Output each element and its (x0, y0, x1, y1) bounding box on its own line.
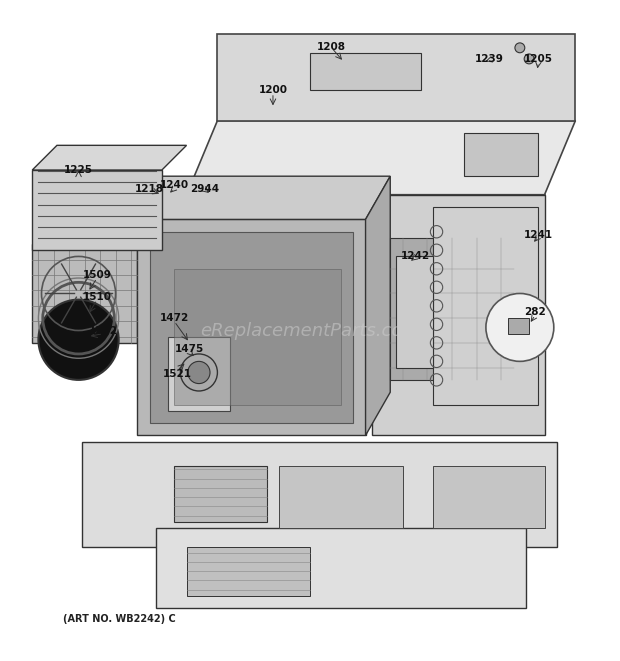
Polygon shape (156, 528, 526, 608)
Polygon shape (168, 336, 230, 410)
Polygon shape (32, 244, 137, 343)
Circle shape (188, 362, 210, 383)
Text: 1472: 1472 (159, 313, 189, 323)
Polygon shape (433, 207, 538, 405)
Text: eReplacementParts.com: eReplacementParts.com (200, 321, 420, 340)
Polygon shape (174, 269, 341, 405)
Polygon shape (32, 170, 162, 251)
Polygon shape (187, 547, 310, 596)
Text: 1512: 1512 (89, 325, 118, 336)
Circle shape (486, 293, 554, 362)
Polygon shape (433, 466, 544, 528)
Polygon shape (32, 145, 187, 170)
Text: 1205: 1205 (524, 54, 553, 64)
Text: 1200: 1200 (259, 85, 288, 95)
Polygon shape (149, 232, 353, 423)
Polygon shape (218, 34, 575, 121)
Circle shape (524, 54, 534, 64)
Circle shape (38, 299, 118, 380)
Text: 1510: 1510 (82, 292, 112, 301)
Polygon shape (366, 176, 390, 436)
Polygon shape (279, 466, 402, 528)
Polygon shape (372, 195, 544, 436)
Text: 282: 282 (525, 307, 546, 317)
Text: (ART NO. WB2242) C: (ART NO. WB2242) C (63, 613, 176, 624)
Polygon shape (187, 195, 372, 405)
Text: 1509: 1509 (82, 270, 112, 280)
Text: 1242: 1242 (401, 251, 430, 262)
Polygon shape (372, 195, 544, 405)
Text: 1208: 1208 (317, 42, 346, 52)
Text: 1240: 1240 (159, 180, 188, 190)
Text: 2944: 2944 (190, 184, 219, 194)
Polygon shape (464, 133, 538, 176)
Polygon shape (137, 219, 366, 436)
Text: 1225: 1225 (64, 165, 93, 175)
Polygon shape (137, 176, 390, 219)
Polygon shape (390, 238, 514, 380)
Polygon shape (187, 121, 575, 195)
Polygon shape (82, 442, 557, 547)
Circle shape (515, 43, 525, 53)
Text: 1475: 1475 (175, 344, 204, 354)
Text: 1241: 1241 (524, 230, 553, 240)
Text: 1239: 1239 (474, 54, 503, 64)
Text: 1521: 1521 (163, 369, 192, 379)
Text: 1218: 1218 (135, 184, 164, 194)
Polygon shape (310, 53, 421, 90)
Polygon shape (174, 466, 267, 522)
Polygon shape (396, 256, 433, 368)
Polygon shape (508, 318, 529, 334)
Circle shape (180, 354, 218, 391)
